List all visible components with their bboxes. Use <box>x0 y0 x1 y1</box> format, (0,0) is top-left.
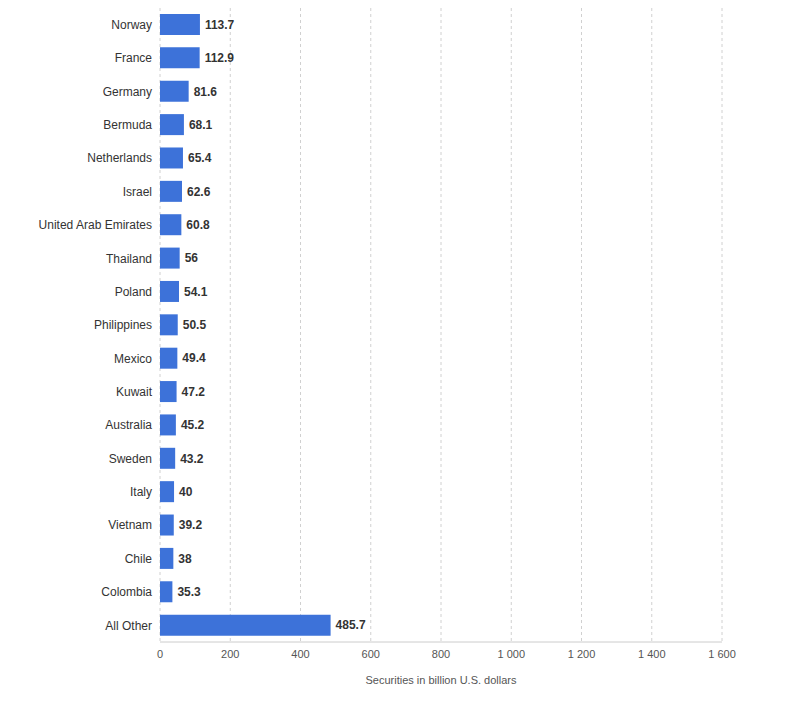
svg-text:54.1: 54.1 <box>184 285 208 299</box>
svg-text:Philippines: Philippines <box>94 318 152 332</box>
svg-text:45.2: 45.2 <box>181 418 205 432</box>
svg-text:49.4: 49.4 <box>182 351 206 365</box>
svg-text:60.8: 60.8 <box>186 218 210 232</box>
svg-text:1 600: 1 600 <box>708 648 736 660</box>
svg-text:All Other: All Other <box>105 619 152 633</box>
svg-text:0: 0 <box>157 648 163 660</box>
svg-text:56: 56 <box>185 251 199 265</box>
svg-text:Norway: Norway <box>111 18 152 32</box>
svg-text:1 000: 1 000 <box>497 648 525 660</box>
svg-text:France: France <box>115 51 153 65</box>
svg-text:Securities in billion U.S. dol: Securities in billion U.S. dollars <box>365 674 517 686</box>
svg-text:Germany: Germany <box>103 85 152 99</box>
svg-text:Mexico: Mexico <box>114 352 152 366</box>
svg-text:400: 400 <box>291 648 309 660</box>
svg-text:68.1: 68.1 <box>189 118 213 132</box>
svg-text:Thailand: Thailand <box>106 252 152 266</box>
svg-text:Chile: Chile <box>125 552 153 566</box>
svg-text:485.7: 485.7 <box>336 618 366 632</box>
svg-text:800: 800 <box>432 648 450 660</box>
svg-text:600: 600 <box>362 648 380 660</box>
svg-text:Italy: Italy <box>130 485 152 499</box>
svg-text:35.3: 35.3 <box>177 585 201 599</box>
svg-text:Sweden: Sweden <box>109 452 152 466</box>
svg-text:Poland: Poland <box>115 285 152 299</box>
svg-text:Colombia: Colombia <box>101 585 152 599</box>
svg-text:Australia: Australia <box>105 418 152 432</box>
svg-text:1 400: 1 400 <box>638 648 666 660</box>
svg-text:112.9: 112.9 <box>205 51 235 65</box>
svg-text:43.2: 43.2 <box>180 452 204 466</box>
svg-text:38: 38 <box>178 552 192 566</box>
svg-text:39.2: 39.2 <box>179 518 203 532</box>
svg-text:1 200: 1 200 <box>568 648 596 660</box>
svg-text:Kuwait: Kuwait <box>116 385 153 399</box>
svg-text:113.7: 113.7 <box>205 18 235 32</box>
svg-text:Israel: Israel <box>123 185 152 199</box>
svg-text:200: 200 <box>221 648 239 660</box>
svg-text:47.2: 47.2 <box>182 385 206 399</box>
svg-text:Netherlands: Netherlands <box>87 151 152 165</box>
svg-text:62.6: 62.6 <box>187 185 211 199</box>
svg-text:65.4: 65.4 <box>188 151 212 165</box>
svg-text:Vietnam: Vietnam <box>108 518 152 532</box>
svg-text:40: 40 <box>179 485 193 499</box>
svg-text:Bermuda: Bermuda <box>103 118 152 132</box>
svg-text:United Arab Emirates: United Arab Emirates <box>39 218 152 232</box>
svg-text:81.6: 81.6 <box>194 85 218 99</box>
svg-text:50.5: 50.5 <box>183 318 207 332</box>
